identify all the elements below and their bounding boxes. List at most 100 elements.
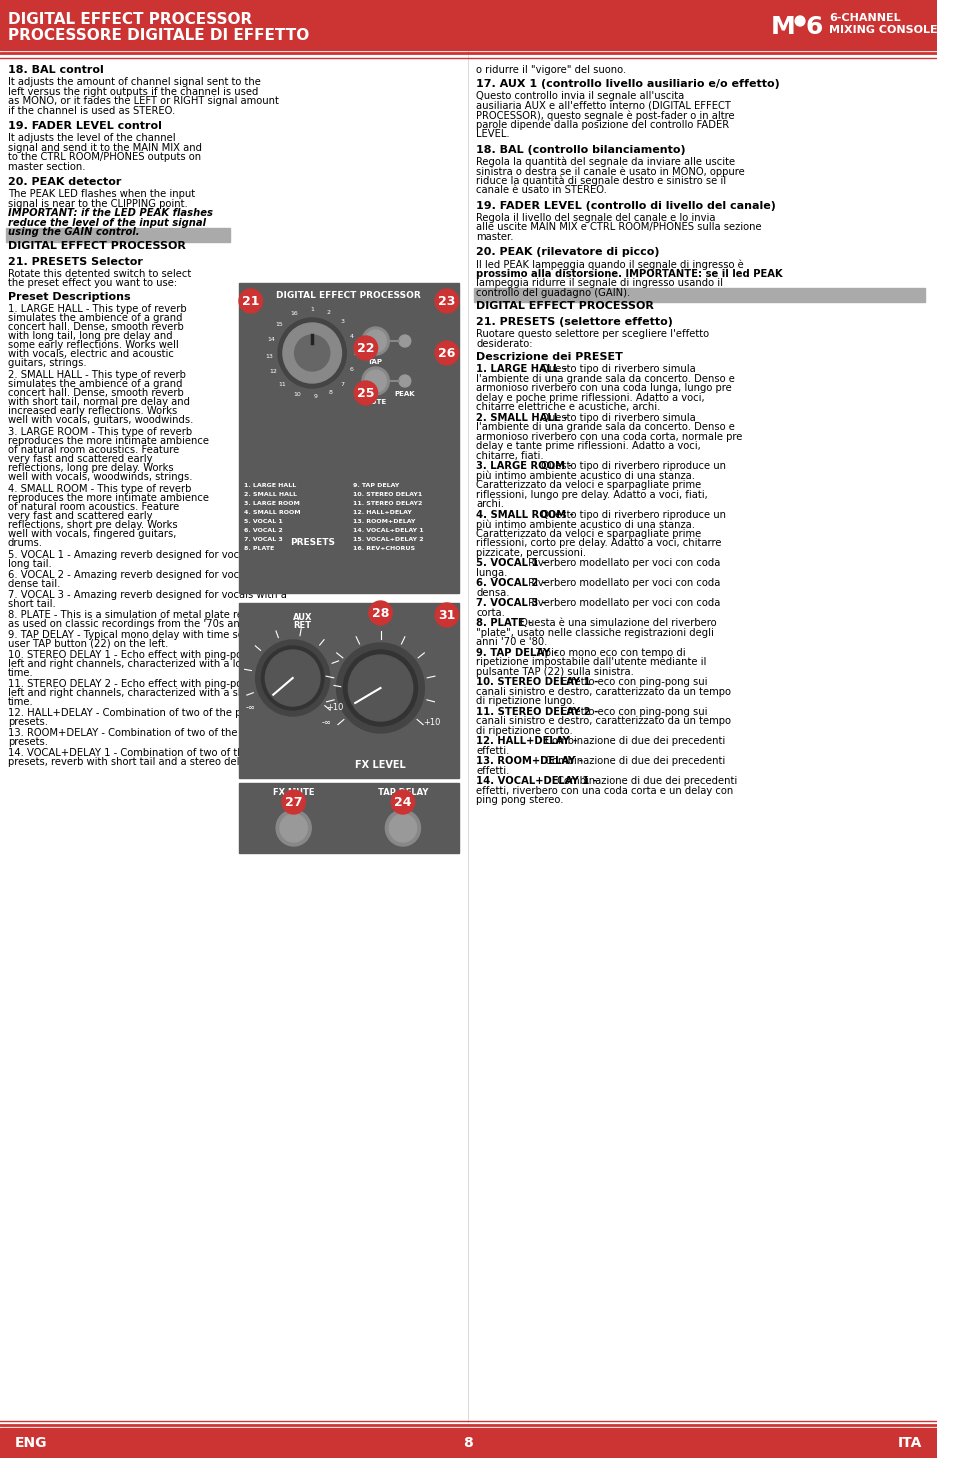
Circle shape [337,643,424,733]
Text: FX MUTE: FX MUTE [273,787,315,798]
Text: Questo controllo invia il segnale all'uscita: Questo controllo invia il segnale all'us… [476,90,684,101]
Text: short tail.: short tail. [8,598,56,608]
Text: IMPORTANT: if the LED PEAK flashes: IMPORTANT: if the LED PEAK flashes [8,208,213,219]
Circle shape [261,646,324,710]
Text: 13. ROOM+DELAY: 13. ROOM+DELAY [353,519,416,523]
Text: Ruotare questo selettore per scegliere l'effetto: Ruotare questo selettore per scegliere l… [476,330,709,340]
Text: anni '70 e '80.: anni '70 e '80. [476,637,547,647]
Text: 25: 25 [357,386,374,399]
Text: 13. ROOM+DELAY -: 13. ROOM+DELAY - [476,757,583,765]
Text: 20. PEAK (rilevatore di picco): 20. PEAK (rilevatore di picco) [476,246,660,257]
Text: parole dipende dalla posizione del controllo FADER: parole dipende dalla posizione del contr… [476,120,730,130]
Text: 9. TAP DELAY: 9. TAP DELAY [353,483,399,488]
Text: di ripetizione lungo.: di ripetizione lungo. [476,695,575,706]
Text: 4: 4 [350,334,354,340]
Text: presets.: presets. [8,716,48,726]
Text: RET: RET [294,621,311,630]
Circle shape [348,655,413,722]
Text: reproduces the more intimate ambience: reproduces the more intimate ambience [8,436,209,446]
Text: signal is near to the CLIPPING point.: signal is near to the CLIPPING point. [8,198,187,208]
Text: AUX: AUX [293,612,312,623]
Text: Effetto eco con ping-pong sui: Effetto eco con ping-pong sui [558,707,708,716]
Text: Combinazione di due dei precedenti: Combinazione di due dei precedenti [554,776,737,786]
Text: 12. HALL+DELAY -: 12. HALL+DELAY - [476,736,577,746]
Text: 21: 21 [242,295,259,308]
Text: 21. PRESETS Selector: 21. PRESETS Selector [8,257,143,267]
Text: 8: 8 [464,1436,473,1451]
Text: 2. SMALL HALL -: 2. SMALL HALL - [476,413,568,423]
Text: simulates the ambience of a grand: simulates the ambience of a grand [8,312,182,322]
Text: PROCESSORE DIGITALE DI EFFETTO: PROCESSORE DIGITALE DI EFFETTO [8,28,309,42]
Text: 15. VOCAL+DELAY 2: 15. VOCAL+DELAY 2 [353,537,423,542]
Text: 5: 5 [353,350,357,356]
Text: ping pong stereo.: ping pong stereo. [476,795,564,805]
Text: "plate", usato nelle classiche registrazioni degli: "plate", usato nelle classiche registraz… [476,627,714,637]
Text: of natural room acoustics. Feature: of natural room acoustics. Feature [8,445,180,455]
Text: Effetto eco con ping-pong sui: Effetto eco con ping-pong sui [558,677,708,687]
Text: lampeggia ridurre il segnale di ingresso usando il: lampeggia ridurre il segnale di ingresso… [476,278,723,289]
Text: 18. BAL control: 18. BAL control [8,66,104,74]
Text: of natural room acoustics. Feature: of natural room acoustics. Feature [8,502,180,512]
Text: LEVEL.: LEVEL. [476,128,510,139]
Text: 1: 1 [310,306,314,312]
Text: The PEAK LED flashes when the input: The PEAK LED flashes when the input [8,190,195,198]
Text: Descrizione dei PRESET: Descrizione dei PRESET [476,351,623,362]
Circle shape [354,381,377,405]
Text: using the GAIN control.: using the GAIN control. [8,227,139,238]
Text: 19. FADER LEVEL (controllo di livello del canale): 19. FADER LEVEL (controllo di livello de… [476,201,776,210]
Text: alle uscite MAIN MIX e CTRL ROOM/PHONES sulla sezione: alle uscite MAIN MIX e CTRL ROOM/PHONES … [476,222,761,232]
Text: MUTE: MUTE [365,399,387,405]
Text: canali sinistro e destro, caratterizzato da un tempo: canali sinistro e destro, caratterizzato… [476,687,732,697]
Text: guitars, strings.: guitars, strings. [8,357,86,367]
Text: prossimo alla distorsione. IMPORTANTE: se il led PEAK: prossimo alla distorsione. IMPORTANTE: s… [476,268,782,278]
Text: 7: 7 [341,382,345,386]
Text: time.: time. [8,697,34,707]
Text: It adjusts the amount of channel signal sent to the: It adjusts the amount of channel signal … [8,77,261,87]
Circle shape [435,604,459,627]
Text: well with vocals, woodwinds, strings.: well with vocals, woodwinds, strings. [8,471,192,481]
Text: Combinazione di due dei precedenti: Combinazione di due dei precedenti [541,757,725,765]
Circle shape [399,335,411,347]
Text: dense tail.: dense tail. [8,579,60,589]
Text: with vocals, electric and acoustic: with vocals, electric and acoustic [8,348,174,359]
Text: time.: time. [8,668,34,678]
Bar [474,289,924,302]
Text: 5. VOCAL 1: 5. VOCAL 1 [244,519,282,523]
Text: corta.: corta. [476,608,505,618]
Text: as MONO, or it fades the LEFT or RIGHT signal amount: as MONO, or it fades the LEFT or RIGHT s… [8,96,278,106]
Circle shape [795,16,804,26]
Text: 11. STEREO DELAY 2 -: 11. STEREO DELAY 2 - [476,707,598,716]
Text: armonioso riverbero con una coda lunga, lungo pre: armonioso riverbero con una coda lunga, … [476,383,732,394]
Text: 14. VOCAL+DELAY 1: 14. VOCAL+DELAY 1 [353,528,423,534]
Text: delay e tante prime riflessioni. Adatto a voci,: delay e tante prime riflessioni. Adatto … [476,440,701,451]
Text: left and right channels, characterized with a long: left and right channels, characterized w… [8,659,254,669]
Text: 6. VOCAL 2 -: 6. VOCAL 2 - [476,577,546,588]
Text: canali sinistro e destro, caratterizzato da un tempo: canali sinistro e destro, caratterizzato… [476,716,732,726]
Text: Questo tipo di riverbero simula: Questo tipo di riverbero simula [538,364,695,375]
Text: -∞: -∞ [246,703,255,712]
Text: Caratterizzato da veloci e sparpagliate prime: Caratterizzato da veloci e sparpagliate … [476,480,702,490]
Text: 5. VOCAL 1 -: 5. VOCAL 1 - [476,558,546,569]
Text: 1. LARGE HALL -: 1. LARGE HALL - [476,364,567,375]
Text: Riverbero modellato per voci con coda: Riverbero modellato per voci con coda [525,577,721,588]
Circle shape [255,640,330,716]
Text: very fast and scattered early: very fast and scattered early [8,453,153,464]
Text: 23: 23 [438,295,456,308]
Text: reflections, long pre delay. Works: reflections, long pre delay. Works [8,462,174,472]
Text: 26: 26 [438,347,456,360]
Text: 17. AUX 1 (controllo livello ausiliario e/o effetto): 17. AUX 1 (controllo livello ausiliario … [476,79,780,89]
Text: well with vocals, fingered guitars,: well with vocals, fingered guitars, [8,528,177,538]
Text: 4. SMALL ROOM: 4. SMALL ROOM [244,510,300,515]
Text: presets.: presets. [8,736,48,746]
Text: ausiliaria AUX e all'effetto interno (DIGITAL EFFECT: ausiliaria AUX e all'effetto interno (DI… [476,101,731,111]
Text: 10. STEREO DELAY 1 -: 10. STEREO DELAY 1 - [476,677,598,687]
Text: It adjusts the level of the channel: It adjusts the level of the channel [8,133,176,143]
Text: 7. VOCAL 3 -: 7. VOCAL 3 - [476,598,546,608]
Text: 21. PRESETS (selettore effetto): 21. PRESETS (selettore effetto) [476,316,673,327]
Text: 6-CHANNEL: 6-CHANNEL [829,13,900,23]
Text: 6: 6 [350,367,354,372]
Text: canale è usato in STEREO.: canale è usato in STEREO. [476,185,607,195]
Text: -∞: -∞ [322,717,332,728]
Text: left and right channels, characterized with a short: left and right channels, characterized w… [8,688,258,697]
Text: master.: master. [476,232,514,242]
